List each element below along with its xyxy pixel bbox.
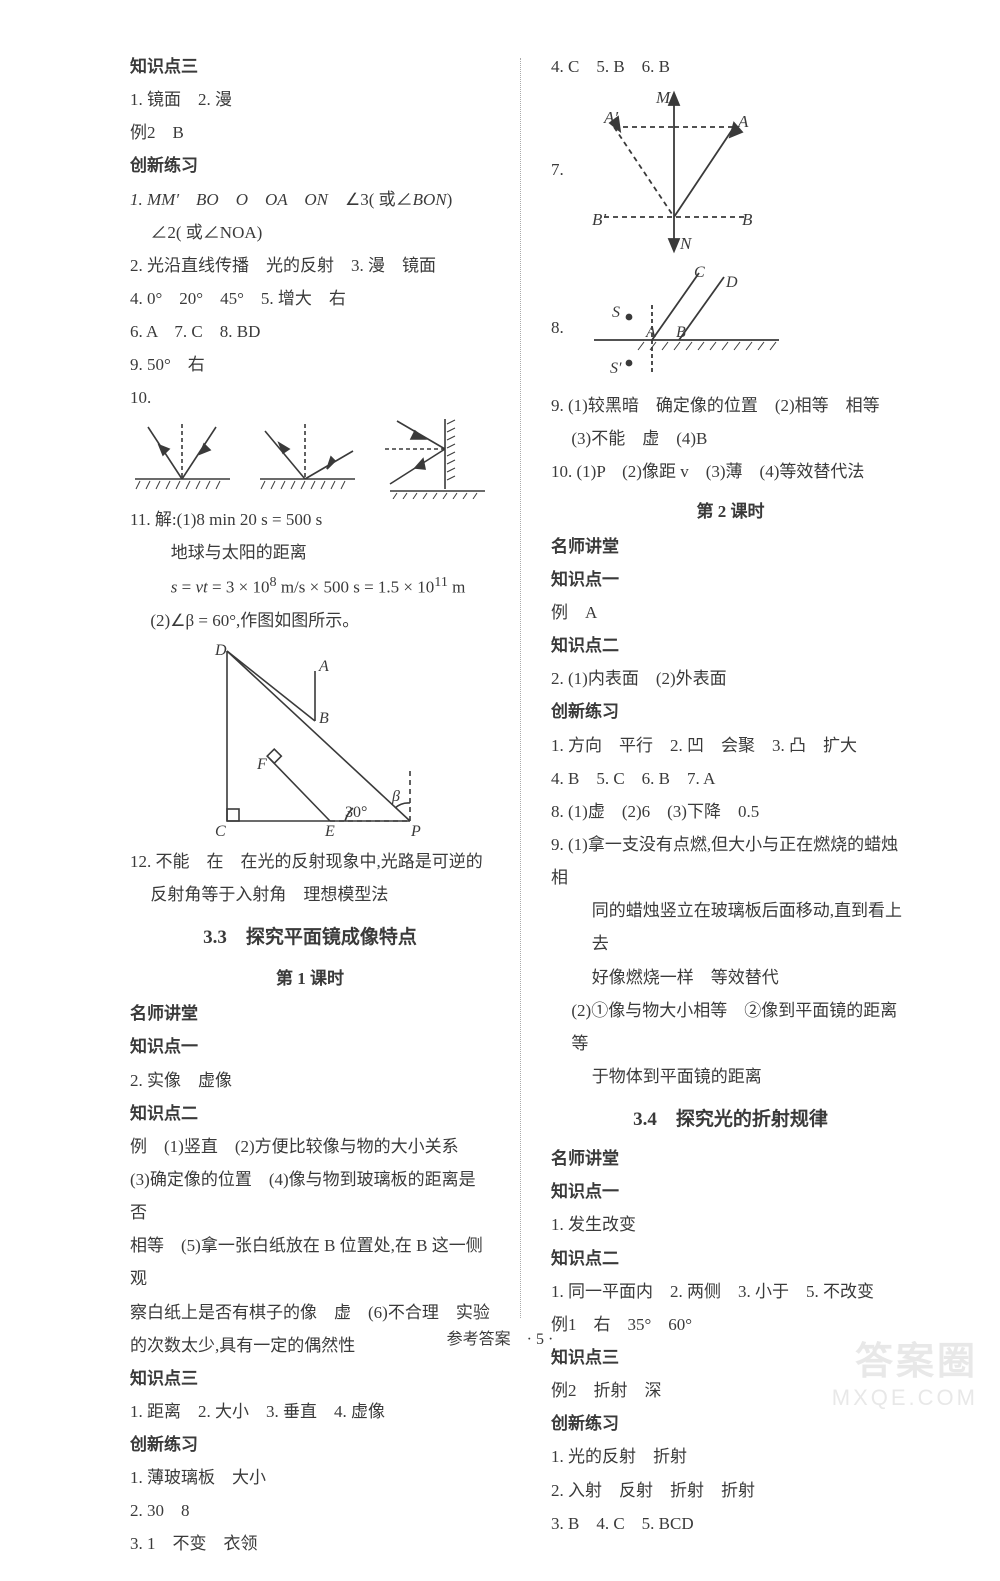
- heading-zsd3: 知识点三: [130, 50, 490, 83]
- svg-text:D: D: [725, 274, 738, 291]
- label: 1. MM′ BO O OA ON: [130, 190, 345, 209]
- page-footer: 参考答案 · 5 ·: [0, 1325, 1000, 1349]
- svg-text:F: F: [256, 756, 267, 773]
- svg-text:A: A: [645, 324, 656, 341]
- lesson-2: 第 2 课时: [551, 495, 910, 528]
- svg-text:E: E: [324, 823, 335, 840]
- label-8: 8.: [551, 311, 564, 344]
- text: 1. 距离 2. 大小 3. 垂直 4. 虚像: [130, 1395, 490, 1428]
- lesson-1: 第 1 课时: [130, 962, 490, 995]
- svg-text:S′: S′: [610, 360, 622, 377]
- text: 3. B 4. C 5. BCD: [551, 1507, 910, 1540]
- diagram-triangle: D A B F C E P 30° β: [195, 641, 425, 841]
- text: 反射角等于入射角 理想模型法: [130, 878, 490, 911]
- svg-text:A: A: [737, 112, 749, 131]
- text: 例2 折射 深: [551, 1374, 910, 1407]
- text: 1. 薄玻璃板 大小: [130, 1461, 490, 1494]
- section-34: 3.4 探究光的折射规律: [551, 1101, 910, 1138]
- svg-text:P: P: [410, 823, 421, 840]
- text: 10.: [130, 381, 490, 414]
- column-divider: [520, 58, 521, 1318]
- text: 同的蜡烛竖立在玻璃板后面移动,直到看上去: [551, 894, 910, 960]
- svg-text:C: C: [215, 823, 226, 840]
- text: 2. 入射 反射 折射 折射: [551, 1474, 910, 1507]
- heading: 名师讲堂: [551, 1142, 910, 1175]
- heading: 名师讲堂: [130, 997, 490, 1030]
- text: 1. 镜面 2. 漫: [130, 83, 490, 116]
- text: (3)确定像的位置 (4)像与物到玻璃板的距离是否: [130, 1163, 490, 1229]
- text: ∠2( 或∠NOA): [130, 216, 490, 249]
- text: 例 A: [551, 596, 910, 629]
- text: 例 (1)竖直 (2)方便比较像与物的大小关系: [130, 1130, 490, 1163]
- heading: 知识点二: [130, 1097, 490, 1130]
- text: 11. 解:(1)8 min 20 s = 500 s: [130, 503, 490, 536]
- heading: 知识点一: [551, 1175, 910, 1208]
- heading: 知识点一: [551, 563, 910, 596]
- heading: 知识点三: [130, 1362, 490, 1395]
- heading: 知识点二: [551, 629, 910, 662]
- text: 9. 50° 右: [130, 348, 490, 381]
- svg-text:B: B: [319, 710, 329, 727]
- svg-text:N: N: [679, 234, 693, 253]
- text: 4. 0° 20° 45° 5. 增大 右: [130, 282, 490, 315]
- text: 察白纸上是否有棋子的像 虚 (6)不合理 实验: [130, 1296, 490, 1329]
- text: 地球与太阳的距离: [130, 536, 490, 569]
- text: 2. 30 8: [130, 1494, 490, 1527]
- text: 1. 同一平面内 2. 两侧 3. 小于 5. 不改变: [551, 1275, 910, 1308]
- svg-text:B′: B′: [592, 210, 606, 229]
- text: 2. (1)内表面 (2)外表面: [551, 662, 910, 695]
- svg-text:B: B: [676, 324, 686, 341]
- svg-text:S: S: [612, 304, 620, 321]
- text: 相等 (5)拿一张白纸放在 B 位置处,在 B 这一侧观: [130, 1229, 490, 1295]
- svg-text:A′: A′: [603, 108, 618, 127]
- diagram-mirror-mn: M N A A′ B B′: [574, 87, 774, 257]
- text: 2. 实像 虚像: [130, 1064, 490, 1097]
- text: 8. (1)虚 (2)6 (3)下降 0.5: [551, 795, 910, 828]
- text: 好像燃烧一样 等效替代: [551, 961, 910, 994]
- text: (2)∠β = 60°,作图如图所示。: [130, 604, 490, 637]
- text-ex2: 例2 B: [130, 116, 490, 149]
- svg-text:D: D: [214, 642, 227, 659]
- text: 9. (1)较黑暗 确定像的位置 (2)相等 相等: [551, 389, 910, 422]
- text: 9. (1)拿一支没有点燃,但大小与正在燃烧的蜡烛相: [551, 828, 910, 894]
- section-33: 3.3 探究平面镜成像特点: [130, 919, 490, 956]
- svg-text:C: C: [694, 265, 705, 281]
- text: 3. 1 不变 衣领: [130, 1527, 490, 1560]
- svg-text:B: B: [742, 210, 753, 229]
- text: 1. MM′ BO O OA ON ∠3( 或∠BON): [130, 183, 490, 216]
- heading: 知识点二: [551, 1242, 910, 1275]
- diagram-plane-cd: C D S S′ A B: [574, 265, 794, 385]
- heading-cx: 创新练习: [130, 149, 490, 182]
- text: s = vt = 3 × 108 m/s × 500 s = 1.5 × 101…: [130, 569, 490, 604]
- text: 1. 方向 平行 2. 凹 会聚 3. 凸 扩大: [551, 729, 910, 762]
- heading: 创新练习: [130, 1428, 490, 1461]
- text: 12. 不能 在 在光的反射现象中,光路是可逆的: [130, 845, 490, 878]
- diagram-reflections: [130, 419, 490, 499]
- text: 6. A 7. C 8. BD: [130, 315, 490, 348]
- svg-text:β: β: [391, 788, 400, 805]
- label-7: 7.: [551, 153, 564, 186]
- text: 于物体到平面镜的距离: [551, 1060, 910, 1093]
- heading: 知识点一: [130, 1030, 490, 1063]
- text: 4. C 5. B 6. B: [551, 50, 910, 83]
- text: 1. 发生改变: [551, 1208, 910, 1241]
- heading: 名师讲堂: [551, 530, 910, 563]
- heading: 创新练习: [551, 695, 910, 728]
- text: 1. 光的反射 折射: [551, 1440, 910, 1473]
- svg-text:A: A: [318, 658, 329, 675]
- text: 4. B 5. C 6. B 7. A: [551, 762, 910, 795]
- text: (2)①像与物大小相等 ②像到平面镜的距离等: [551, 994, 910, 1060]
- text: (3)不能 虚 (4)B: [551, 422, 910, 455]
- text: 2. 光沿直线传播 光的反射 3. 漫 镜面: [130, 249, 490, 282]
- svg-text:30°: 30°: [345, 804, 367, 821]
- heading: 创新练习: [551, 1407, 910, 1440]
- svg-text:M: M: [655, 88, 671, 107]
- text: 10. (1)P (2)像距 v (3)薄 (4)等效替代法: [551, 455, 910, 488]
